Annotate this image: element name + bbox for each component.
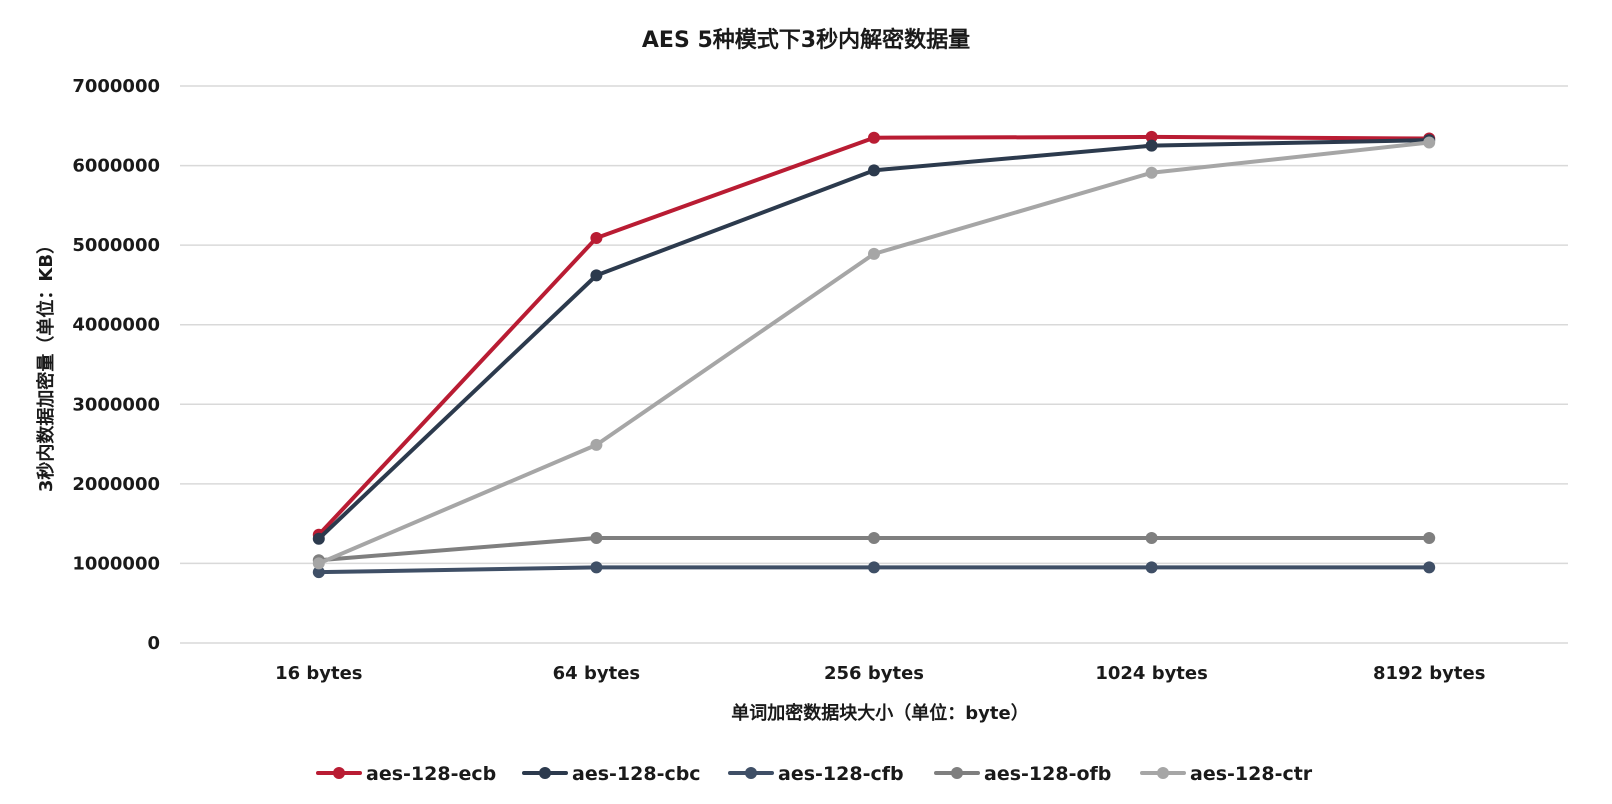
data-point xyxy=(590,531,603,544)
legend-label: aes-128-cbc xyxy=(572,763,701,785)
series-line xyxy=(316,140,1432,566)
y-tick-label: 3000000 xyxy=(72,394,160,415)
y-tick-label: 4000000 xyxy=(72,315,160,336)
data-point xyxy=(868,164,880,177)
data-point xyxy=(590,231,603,244)
x-axis-label: 单词加密数据块大小（单位：byte） xyxy=(731,702,1028,724)
data-point xyxy=(1145,130,1158,143)
legend-item: aes-128-ofb xyxy=(934,763,1111,785)
data-point xyxy=(590,561,603,574)
y-tick-label: 6000000 xyxy=(72,156,160,177)
series-line xyxy=(316,134,1432,537)
legend-item: aes-128-cbc xyxy=(522,763,701,785)
y-tick-label: 7000000 xyxy=(72,76,160,97)
x-tick-label: 256 bytes xyxy=(824,663,924,684)
legend-swatch-marker xyxy=(951,767,963,779)
y-axis-ticks: 0 1000000 2000000 3000000 4000000 5000000 6000… xyxy=(72,76,160,654)
x-tick-label: 64 bytes xyxy=(553,663,640,684)
x-tick-label: 16 bytes xyxy=(275,663,362,684)
series-aes-128-ecb xyxy=(312,130,1436,541)
legend-item: aes-128-ecb xyxy=(316,763,496,785)
data-point xyxy=(1145,531,1158,544)
y-axis-label: 3秒内数据加密量（单位：KB） xyxy=(35,236,57,492)
data-point xyxy=(1145,139,1158,152)
legend: aes-128-ecb aes-128-cbc aes-128-cfb aes-128… xyxy=(316,763,1313,785)
legend-item: aes-128-cfb xyxy=(728,763,904,785)
data-point xyxy=(868,531,880,544)
gridlines xyxy=(180,85,1568,644)
data-point xyxy=(1423,136,1436,149)
y-tick-label: 0 xyxy=(147,633,160,654)
data-point xyxy=(1423,561,1436,574)
series-lines xyxy=(312,130,1436,579)
data-point xyxy=(1145,561,1158,574)
x-axis-ticks: 16 bytes 64 bytes 256 bytes 1024 bytes 8192 … xyxy=(275,663,1485,684)
y-tick-label: 5000000 xyxy=(72,235,160,256)
data-point xyxy=(868,131,880,144)
legend-label: aes-128-ofb xyxy=(984,763,1111,785)
series-aes-128-ctr xyxy=(312,136,1436,570)
data-point xyxy=(312,566,325,579)
series-aes-128-ofb xyxy=(312,531,1436,567)
data-point xyxy=(312,557,325,570)
legend-swatch-marker xyxy=(745,767,757,779)
legend-item: aes-128-ctr xyxy=(1140,763,1313,785)
legend-swatch-marker xyxy=(1157,767,1169,779)
x-tick-label: 8192 bytes xyxy=(1373,663,1486,684)
chart-title: AES 5种模式下3秒内解密数据量 xyxy=(642,27,970,53)
data-point xyxy=(1423,531,1436,544)
data-point xyxy=(312,532,325,545)
x-tick-label: 1024 bytes xyxy=(1095,663,1208,684)
legend-label: aes-128-ctr xyxy=(1190,763,1313,785)
legend-swatch-marker xyxy=(333,767,345,779)
series-aes-128-cfb xyxy=(312,561,1436,579)
y-tick-label: 2000000 xyxy=(72,474,160,495)
data-point xyxy=(868,247,880,260)
y-tick-label: 1000000 xyxy=(72,553,160,574)
series-line xyxy=(316,138,1432,541)
data-point xyxy=(590,269,603,282)
legend-swatch-marker xyxy=(539,767,551,779)
data-point xyxy=(868,561,880,574)
legend-label: aes-128-cfb xyxy=(778,763,904,785)
data-point xyxy=(590,438,603,451)
legend-label: aes-128-ecb xyxy=(366,763,496,785)
data-point xyxy=(1145,166,1158,179)
